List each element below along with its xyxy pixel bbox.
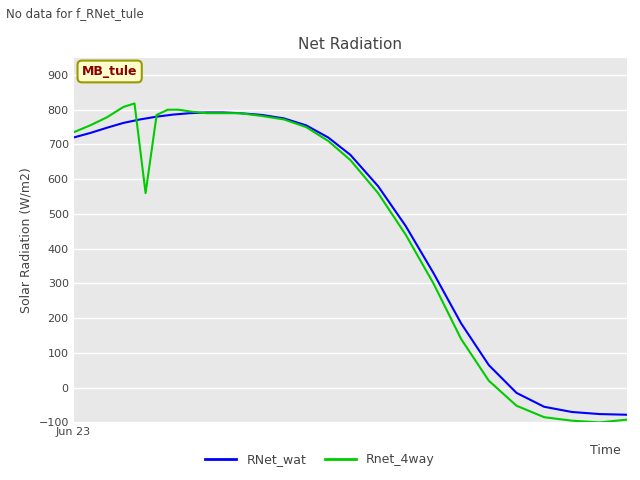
- RNet_wat: [429, 270, 437, 276]
- Text: MB_tule: MB_tule: [82, 65, 138, 78]
- Title: Net Radiation: Net Radiation: [298, 37, 403, 52]
- Line: RNet_wat: RNet_wat: [74, 112, 627, 415]
- Rnet_4way: [540, 414, 548, 420]
- RNet_wat: [258, 112, 266, 118]
- Legend: RNet_wat, Rnet_4way: RNet_wat, Rnet_4way: [200, 448, 440, 471]
- RNet_wat: [70, 134, 77, 140]
- RNet_wat: [596, 411, 604, 417]
- RNet_wat: [374, 183, 382, 189]
- Rnet_4way: [302, 124, 310, 130]
- Rnet_4way: [623, 417, 631, 422]
- RNet_wat: [402, 223, 410, 229]
- RNet_wat: [324, 134, 332, 140]
- Rnet_4way: [347, 157, 355, 163]
- Rnet_4way: [485, 378, 493, 384]
- Rnet_4way: [186, 108, 194, 114]
- Rnet_4way: [513, 403, 520, 408]
- RNet_wat: [120, 120, 127, 126]
- RNet_wat: [568, 409, 576, 415]
- Line: Rnet_4way: Rnet_4way: [74, 104, 627, 422]
- Rnet_4way: [86, 122, 94, 128]
- RNet_wat: [220, 109, 227, 115]
- RNet_wat: [203, 109, 211, 115]
- RNet_wat: [347, 152, 355, 158]
- Rnet_4way: [236, 110, 244, 116]
- RNet_wat: [302, 122, 310, 128]
- RNet_wat: [485, 362, 493, 368]
- Rnet_4way: [141, 190, 149, 196]
- Rnet_4way: [203, 110, 211, 116]
- RNet_wat: [86, 130, 94, 136]
- RNet_wat: [458, 321, 465, 326]
- Text: No data for f_RNet_tule: No data for f_RNet_tule: [6, 7, 144, 20]
- Rnet_4way: [153, 112, 161, 118]
- Rnet_4way: [220, 110, 227, 116]
- Rnet_4way: [120, 104, 127, 110]
- Rnet_4way: [280, 117, 288, 122]
- RNet_wat: [103, 125, 111, 131]
- Rnet_4way: [258, 113, 266, 119]
- Rnet_4way: [596, 420, 604, 425]
- RNet_wat: [280, 116, 288, 121]
- RNet_wat: [623, 412, 631, 418]
- Rnet_4way: [568, 418, 576, 423]
- Rnet_4way: [458, 336, 465, 342]
- Rnet_4way: [324, 138, 332, 144]
- Rnet_4way: [164, 107, 172, 113]
- RNet_wat: [153, 114, 161, 120]
- RNet_wat: [236, 110, 244, 116]
- Rnet_4way: [429, 280, 437, 286]
- RNet_wat: [186, 110, 194, 116]
- Rnet_4way: [402, 232, 410, 238]
- Rnet_4way: [131, 101, 138, 107]
- RNet_wat: [136, 117, 144, 122]
- Y-axis label: Solar Radiation (W/m2): Solar Radiation (W/m2): [20, 167, 33, 313]
- Rnet_4way: [175, 107, 182, 113]
- Rnet_4way: [103, 114, 111, 120]
- RNet_wat: [513, 390, 520, 396]
- Text: Time: Time: [590, 444, 621, 457]
- RNet_wat: [170, 112, 177, 118]
- Rnet_4way: [374, 190, 382, 196]
- RNet_wat: [540, 404, 548, 409]
- Rnet_4way: [70, 130, 77, 135]
